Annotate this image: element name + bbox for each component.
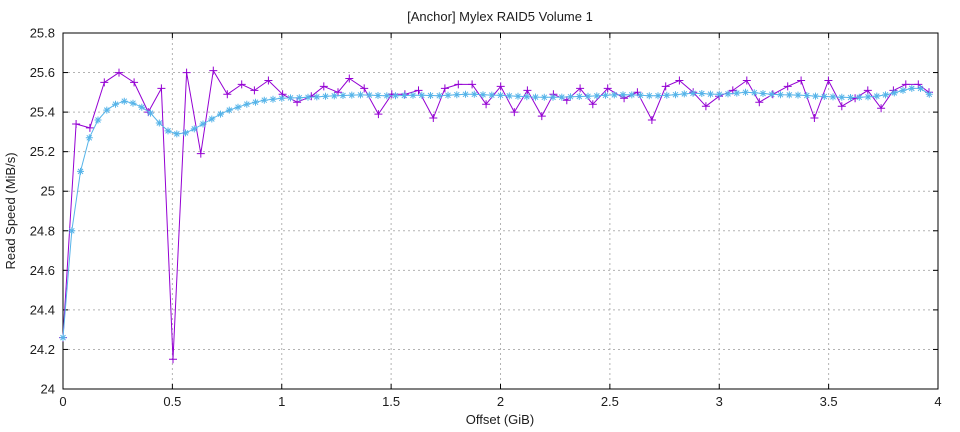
y-tick-label: 24.4 <box>30 302 55 317</box>
x-tick-label: 0.5 <box>163 394 181 409</box>
series-plus <box>59 66 933 364</box>
y-tick-label: 24.8 <box>30 223 55 238</box>
x-tick-label: 1 <box>278 394 285 409</box>
x-tick-label: 2 <box>497 394 504 409</box>
series-1-markers <box>59 66 933 364</box>
series-1-line <box>62 70 930 360</box>
series-2-line <box>62 87 930 338</box>
y-tick-label: 25.4 <box>30 105 55 120</box>
y-tick-labels: 24 24.2 24.4 24.6 24.8 25 25.2 25.4 25.6 25.8 <box>30 26 55 397</box>
series-asterisk <box>59 84 933 342</box>
x-tick-label: 1.5 <box>382 394 400 409</box>
x-tick-label: 2.5 <box>601 394 619 409</box>
x-tick-label: 3.5 <box>820 394 838 409</box>
x-tick-labels: 0 0.5 1 1.5 2 2.5 3 3.5 4 <box>59 394 941 409</box>
y-tick-label: 25.8 <box>30 26 55 41</box>
x-axis-label: Offset (GiB) <box>465 412 535 427</box>
axis-ticks <box>62 32 939 390</box>
y-tick-label: 24.2 <box>30 342 55 357</box>
y-tick-label: 25 <box>41 184 55 199</box>
x-tick-label: 0 <box>59 394 66 409</box>
grid-lines <box>63 33 938 389</box>
y-tick-label: 25.2 <box>30 144 55 159</box>
y-tick-label: 24 <box>41 382 55 397</box>
series-2-markers <box>59 84 933 342</box>
x-tick-label: 4 <box>934 394 941 409</box>
x-tick-label: 3 <box>716 394 723 409</box>
y-tick-label: 24.6 <box>30 263 55 278</box>
y-tick-label: 25.6 <box>30 65 55 80</box>
chart-title: [Anchor] Mylex RAID5 Volume 1 <box>407 9 593 24</box>
